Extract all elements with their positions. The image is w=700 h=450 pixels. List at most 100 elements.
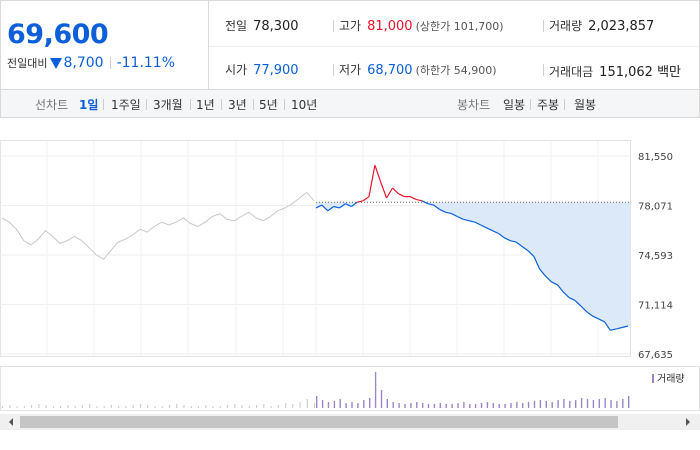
- today-line-segment: [350, 201, 358, 207]
- today-line-segment: [556, 284, 564, 293]
- today-line-segment: [504, 237, 511, 242]
- volume-bar: [398, 403, 400, 408]
- volume-bar: [586, 399, 589, 408]
- volume-bar: [369, 398, 371, 408]
- volume-bar: [285, 403, 287, 408]
- volume-bar: [386, 399, 388, 408]
- volume-bar: [516, 402, 518, 408]
- volume-bar: [551, 402, 553, 408]
- volume-bar: [333, 401, 336, 408]
- volume-bar: [212, 406, 214, 408]
- today-line-segment: [545, 275, 552, 283]
- volume-bar: [545, 401, 547, 408]
- today-line-segment: [480, 224, 487, 229]
- stat-label: 고가: [339, 19, 362, 33]
- divider: [530, 99, 531, 110]
- chart-toolbar: 선차트 1일 1주일 3개월 1년 3년 5년 10년 봉차트 일봉 주봉 월봉: [0, 90, 700, 118]
- period-3y[interactable]: 3년: [228, 98, 247, 112]
- price-chart: 81,550 78,071 74,593 71,114 67,635 거래량: [0, 118, 700, 450]
- divider: [146, 99, 147, 110]
- today-line-segment: [409, 196, 417, 200]
- today-line-segment: [498, 233, 505, 239]
- stat-open: 시가 77,900: [225, 61, 299, 78]
- today-line-segment: [510, 240, 517, 243]
- volume-bar: [16, 406, 18, 408]
- volume-bar: [469, 404, 471, 408]
- today-line-segment: [386, 187, 394, 199]
- today-line-segment: [333, 205, 340, 209]
- volume-bar: [52, 406, 54, 408]
- period-5y[interactable]: 5년: [259, 98, 278, 112]
- y-tick-label: 71,114: [638, 300, 673, 311]
- volume-bar: [504, 404, 506, 408]
- y-tick-label: 74,593: [638, 251, 673, 262]
- volume-bar: [321, 400, 324, 408]
- volume-bar: [522, 403, 524, 408]
- current-price: 69,600: [7, 19, 109, 50]
- volume-bar: [183, 405, 185, 408]
- stat-value: 77,900: [253, 63, 299, 78]
- today-line-segment: [580, 305, 588, 313]
- volume-legend: 거래량: [657, 373, 685, 385]
- volume-bar: [38, 404, 40, 408]
- volume-bar: [147, 405, 149, 408]
- period-10y[interactable]: 10년: [291, 98, 318, 112]
- volume-bar: [161, 406, 163, 408]
- volume-bar: [314, 403, 316, 408]
- volume-bar: [327, 402, 330, 408]
- today-line-segment: [486, 227, 493, 232]
- today-line-segment: [457, 215, 464, 220]
- volume-bar: [474, 404, 477, 408]
- y-tick-label: 67,635: [638, 350, 673, 361]
- line-chart-label: 선차트: [35, 98, 69, 112]
- volume-bar: [316, 396, 318, 408]
- candle-monthly[interactable]: 월봉: [574, 98, 597, 112]
- volume-bar: [74, 406, 76, 408]
- period-1w[interactable]: 1주일: [111, 98, 141, 112]
- volume-bar: [226, 405, 229, 408]
- volume-bar: [45, 405, 47, 408]
- scroll-right-icon[interactable]: [686, 418, 690, 426]
- divider: [543, 64, 544, 76]
- volume-bar: [197, 406, 200, 408]
- stat-value: 81,000: [367, 19, 413, 34]
- volume-bar: [569, 401, 571, 408]
- stat-value: 78,300: [253, 19, 299, 34]
- period-3m[interactable]: 3개월: [153, 98, 183, 112]
- volume-bar: [445, 404, 447, 408]
- volume-bar: [2, 406, 4, 408]
- stat-value: 2,023,857: [588, 19, 655, 34]
- volume-bar: [433, 404, 436, 408]
- today-line-segment: [445, 211, 452, 215]
- scrollbar-thumb[interactable]: [20, 416, 618, 428]
- today-line-segment: [398, 193, 405, 198]
- y-tick-label: 78,071: [638, 202, 673, 213]
- stat-label: 전일: [225, 19, 248, 33]
- today-line-segment: [586, 311, 594, 317]
- volume-bar: [410, 403, 412, 408]
- volume-bar: [498, 404, 500, 408]
- divider: [284, 99, 285, 110]
- volume-bar: [110, 405, 112, 408]
- volume-bar: [416, 402, 418, 408]
- stat-label: 시가: [225, 63, 248, 77]
- volume-bar: [154, 406, 156, 408]
- candle-weekly[interactable]: 주봉: [537, 98, 560, 112]
- today-line-segment: [439, 208, 446, 213]
- candle-daily[interactable]: 일봉: [503, 98, 526, 112]
- volume-bars: [2, 372, 630, 408]
- volume-bar: [125, 406, 127, 408]
- period-1d[interactable]: 1일: [79, 98, 99, 112]
- prev-day-line: [1, 191, 315, 260]
- today-line-segment: [339, 203, 346, 209]
- today-line-segment: [568, 297, 576, 301]
- divider: [190, 99, 191, 110]
- scroll-left-icon[interactable]: [9, 418, 13, 426]
- divider: [333, 20, 334, 32]
- volume-bar: [422, 403, 424, 408]
- change-label: 전일대비: [7, 57, 48, 70]
- volume-bar: [404, 404, 406, 408]
- volume-bar: [277, 405, 279, 408]
- period-1y[interactable]: 1년: [196, 98, 215, 112]
- volume-bar: [339, 399, 341, 408]
